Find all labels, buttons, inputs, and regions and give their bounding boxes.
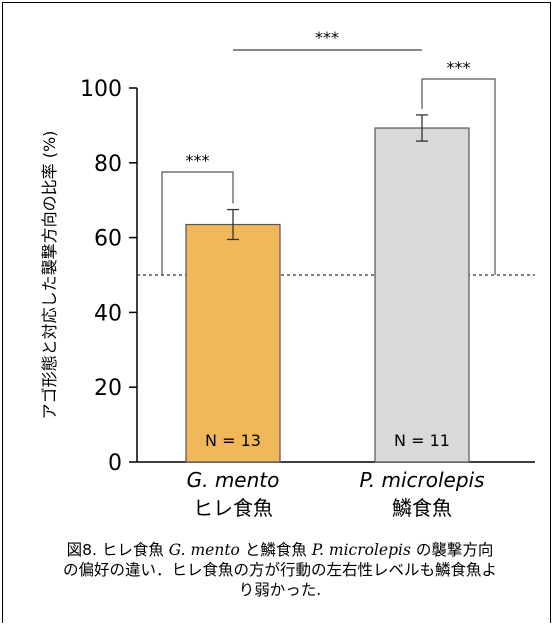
- y-axis-label: アゴ形態と対応した襲撃方向の比率 (%): [40, 131, 59, 420]
- y-tick-label: 20: [94, 376, 122, 401]
- caption-species-1: G. mento: [168, 541, 240, 559]
- y-tick-label: 100: [80, 77, 122, 102]
- significance-bracket: [161, 171, 234, 275]
- y-tick-label: 40: [94, 301, 122, 326]
- tick-layer: 0 20 40 60 80 100: [80, 77, 137, 476]
- x-tick-label-japanese: 鱗食魚: [392, 496, 452, 520]
- bar-chart: アゴ形態と対応した襲撃方向の比率 (%) 0 20 40 60 80 100 N = 13…: [40, 28, 535, 520]
- bar: [374, 127, 470, 463]
- y-tick-label: 80: [94, 152, 122, 177]
- significance-layer: *** *** ***: [161, 28, 496, 275]
- x-tick-label-species: P. microlepis: [359, 468, 484, 492]
- significance-stars: ***: [315, 28, 339, 47]
- n-label: N = 13: [205, 431, 261, 450]
- bar-layer: N = 13 G. mento ヒレ食魚 N = 11 P. microlepis 鱗食魚: [185, 114, 485, 520]
- y-tick-label: 0: [108, 451, 122, 476]
- caption-mid: と鱗食魚: [239, 541, 312, 559]
- y-tick-label: 60: [94, 227, 122, 252]
- bar: [185, 223, 281, 463]
- significance-stars: ***: [447, 58, 471, 77]
- n-label: N = 11: [394, 431, 450, 450]
- caption-tail: の襲撃方向の偏好の違い．ヒレ食魚の方が行動の左右性レベルも鱗食魚より弱かった.: [62, 541, 497, 599]
- caption-lead: 図8. ヒレ食魚: [66, 541, 169, 559]
- significance-stars: ***: [186, 151, 210, 170]
- x-tick-label-japanese: ヒレ食魚: [193, 496, 273, 520]
- figure-caption: 図8. ヒレ食魚 G. mento と鱗食魚 P. microlepis の襲撃…: [60, 540, 500, 600]
- significance-bracket: [421, 78, 496, 275]
- caption-species-2: P. microlepis: [311, 541, 411, 559]
- x-tick-label-species: G. mento: [187, 468, 280, 492]
